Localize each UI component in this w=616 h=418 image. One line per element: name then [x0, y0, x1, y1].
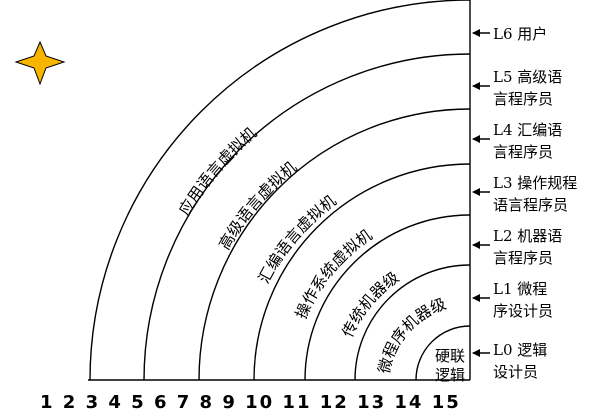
level-l1-line2: 序设计员 — [493, 302, 553, 320]
level-l0-line2: 设计员 — [493, 363, 538, 381]
caption-text: 1 2 3 4 5 6 7 8 9 10 11 12 13 14 15 — [40, 392, 461, 413]
level-l2-line1: L2 机器语 — [493, 227, 562, 245]
ring-l5 — [143, 53, 471, 381]
level-l5-line1: L5 高级语 — [493, 68, 562, 86]
ring-l2 — [304, 214, 471, 381]
level-l0-line1: L0 逻辑 — [493, 341, 547, 359]
level-l4-line2: 言程序员 — [493, 143, 553, 161]
ring-l0 — [415, 325, 471, 381]
ring-l6 — [89, 0, 471, 381]
star-icon — [14, 40, 66, 86]
level-l2-line2: 言程序员 — [493, 249, 553, 267]
level-l4-line1: L4 汇编语 — [493, 121, 562, 139]
ring-l1 — [354, 264, 471, 381]
ring-l4 — [198, 108, 471, 381]
core-label-line1: 硬联 — [435, 347, 465, 365]
level-l5-line2: 言程序员 — [493, 90, 553, 108]
ring-l3 — [253, 163, 471, 381]
level-l3-line1: L3 操作规程 — [493, 174, 577, 192]
level-l3-line2: 语言程序员 — [493, 196, 568, 214]
core-label-line2: 逻辑 — [435, 366, 465, 384]
arc-label-l2: 传统机器级 — [339, 268, 403, 340]
level-l6-line1: L6 用户 — [493, 25, 547, 43]
level-l1-line1: L1 微程 — [493, 280, 547, 298]
